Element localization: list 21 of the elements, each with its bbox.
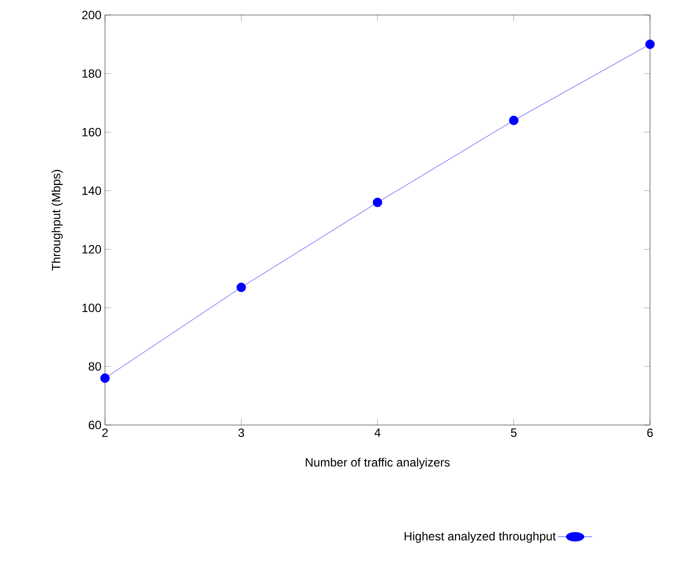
y-tick-label: 80 bbox=[88, 362, 102, 371]
point bbox=[645, 40, 655, 49]
y-tick-label: 160 bbox=[82, 128, 102, 136]
x-tick-label: 5 bbox=[510, 428, 517, 437]
y-tick-label: 60 bbox=[88, 420, 102, 430]
x-tick-label: 6 bbox=[647, 428, 653, 437]
y-axis-title: Throughput (Mbps) bbox=[52, 170, 63, 271]
point bbox=[372, 198, 382, 208]
y-tick-label: 120 bbox=[82, 245, 102, 254]
x-axis-title: Number of traffic analyizers bbox=[306, 458, 450, 469]
y-tick-label: 140 bbox=[82, 186, 102, 195]
point bbox=[100, 373, 110, 383]
point bbox=[509, 116, 518, 126]
legend-label: Highest analyzed throughput bbox=[404, 532, 556, 543]
y-tick-label: 180 bbox=[82, 69, 102, 78]
y-tick-label: 200 bbox=[82, 10, 102, 20]
x-tick-label: 2 bbox=[102, 428, 108, 437]
y-tick-label: 100 bbox=[82, 304, 102, 312]
x-tick-label: 3 bbox=[238, 428, 244, 437]
point bbox=[236, 282, 246, 292]
x-tick-label: 4 bbox=[374, 428, 380, 437]
